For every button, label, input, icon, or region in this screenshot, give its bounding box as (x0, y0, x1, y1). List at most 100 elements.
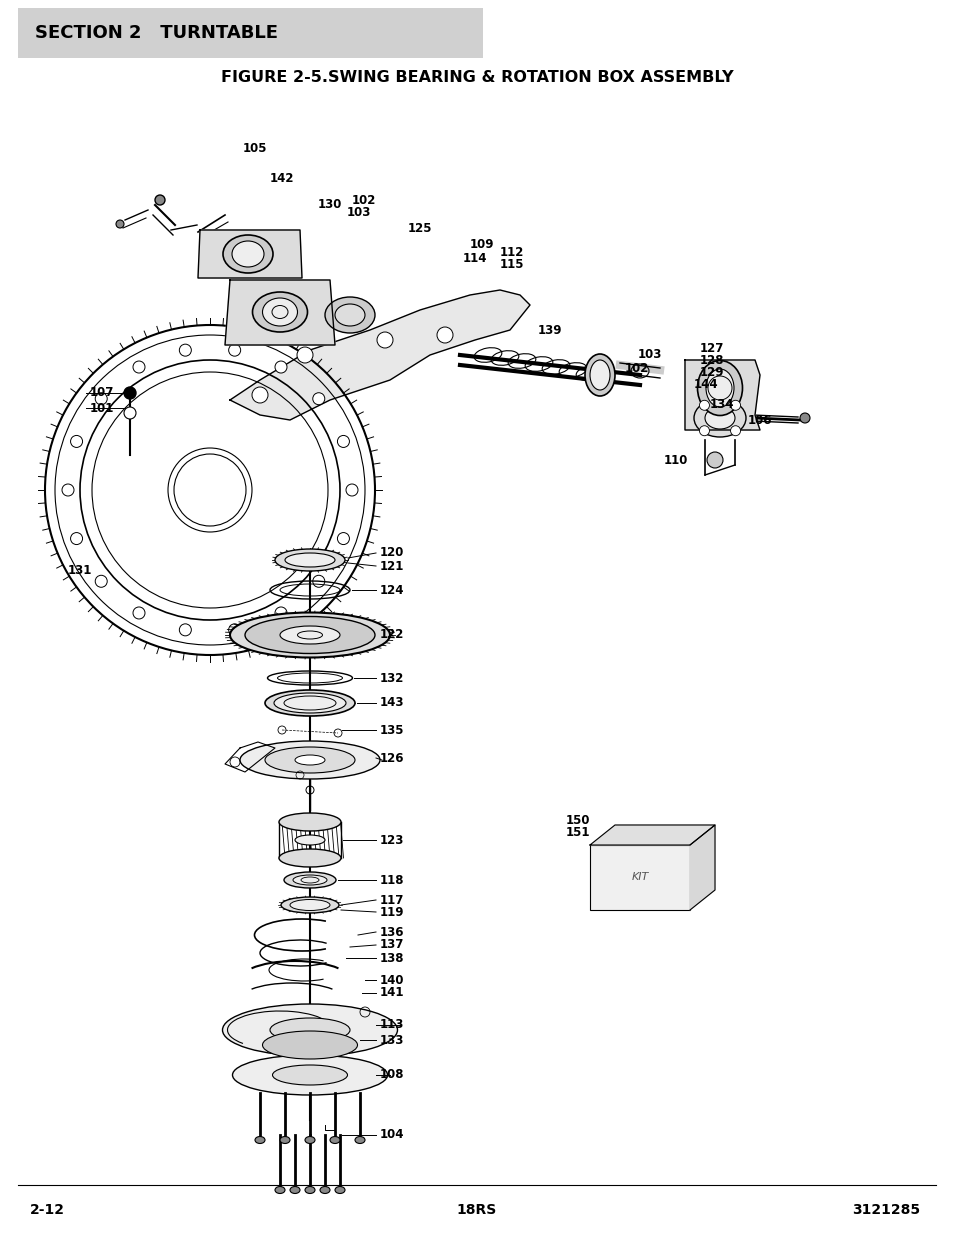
Ellipse shape (294, 755, 325, 764)
Ellipse shape (222, 1004, 397, 1056)
Circle shape (346, 484, 357, 496)
Text: 112: 112 (499, 246, 524, 258)
Circle shape (179, 345, 192, 356)
Polygon shape (198, 230, 302, 278)
Text: 131: 131 (68, 563, 92, 577)
Circle shape (252, 387, 268, 403)
Text: 106: 106 (747, 414, 772, 426)
Text: 120: 120 (379, 547, 404, 559)
Circle shape (229, 624, 240, 636)
Circle shape (376, 332, 393, 348)
Text: 113: 113 (379, 1019, 404, 1031)
Text: 133: 133 (379, 1034, 404, 1046)
Text: 142: 142 (270, 172, 294, 184)
Ellipse shape (319, 1187, 330, 1193)
Text: 123: 123 (379, 834, 404, 846)
Text: 135: 135 (379, 724, 404, 736)
Ellipse shape (280, 626, 339, 643)
Ellipse shape (305, 1136, 314, 1144)
Circle shape (313, 393, 324, 405)
Circle shape (71, 532, 83, 545)
Ellipse shape (254, 1136, 265, 1144)
Circle shape (730, 426, 740, 436)
Ellipse shape (325, 296, 375, 333)
Text: 144: 144 (693, 378, 718, 391)
Text: KIT: KIT (631, 872, 648, 883)
Circle shape (95, 393, 107, 405)
Circle shape (179, 624, 192, 636)
Ellipse shape (284, 872, 335, 888)
Ellipse shape (290, 899, 330, 910)
Text: 151: 151 (565, 826, 590, 840)
Circle shape (124, 387, 136, 399)
Text: 132: 132 (379, 672, 404, 684)
Ellipse shape (262, 298, 297, 326)
Text: 140: 140 (379, 973, 404, 987)
Ellipse shape (294, 835, 325, 845)
Ellipse shape (278, 813, 340, 831)
Ellipse shape (584, 354, 615, 396)
Circle shape (95, 576, 107, 588)
Text: 117: 117 (379, 893, 404, 906)
Text: 103: 103 (347, 205, 371, 219)
Ellipse shape (233, 1055, 387, 1095)
Ellipse shape (223, 235, 273, 273)
Circle shape (337, 436, 349, 447)
Ellipse shape (355, 1136, 365, 1144)
Ellipse shape (240, 741, 379, 779)
Ellipse shape (274, 550, 345, 571)
Ellipse shape (262, 1031, 357, 1058)
Text: 108: 108 (379, 1068, 404, 1082)
Text: 109: 109 (470, 238, 494, 252)
Ellipse shape (589, 359, 609, 390)
Circle shape (274, 606, 287, 619)
Text: FIGURE 2-5.SWING BEARING & ROTATION BOX ASSEMBLY: FIGURE 2-5.SWING BEARING & ROTATION BOX … (220, 70, 733, 85)
Ellipse shape (232, 241, 264, 267)
Circle shape (706, 452, 722, 468)
Circle shape (229, 345, 240, 356)
Circle shape (116, 220, 124, 228)
Text: 122: 122 (379, 629, 404, 641)
Text: 124: 124 (379, 583, 404, 597)
Text: 121: 121 (379, 559, 404, 573)
Circle shape (124, 408, 136, 419)
Text: 3121285: 3121285 (851, 1203, 919, 1216)
Circle shape (274, 361, 287, 373)
Polygon shape (684, 359, 760, 430)
Ellipse shape (274, 693, 346, 713)
Ellipse shape (693, 399, 745, 437)
Text: 143: 143 (379, 697, 404, 709)
Text: 102: 102 (352, 194, 376, 206)
Circle shape (436, 327, 453, 343)
Text: 128: 128 (700, 353, 723, 367)
Circle shape (132, 361, 145, 373)
Circle shape (62, 484, 74, 496)
Bar (18, 7, 482, 58)
Text: 136: 136 (379, 925, 404, 939)
Ellipse shape (273, 1065, 347, 1086)
Text: 103: 103 (638, 348, 661, 362)
Circle shape (132, 606, 145, 619)
Ellipse shape (278, 848, 340, 867)
Ellipse shape (230, 613, 390, 657)
Polygon shape (689, 825, 714, 910)
Text: 104: 104 (379, 1129, 404, 1141)
Text: 125: 125 (408, 221, 432, 235)
Circle shape (730, 400, 740, 410)
Text: SECTION 2   TURNTABLE: SECTION 2 TURNTABLE (35, 23, 277, 42)
Ellipse shape (330, 1136, 339, 1144)
Text: 138: 138 (379, 951, 404, 965)
Ellipse shape (270, 1018, 350, 1042)
Ellipse shape (280, 1136, 290, 1144)
Circle shape (337, 532, 349, 545)
Ellipse shape (305, 1187, 314, 1193)
Circle shape (71, 436, 83, 447)
Text: 102: 102 (624, 362, 649, 374)
Polygon shape (230, 290, 530, 420)
Text: 139: 139 (537, 324, 562, 336)
Ellipse shape (281, 897, 338, 913)
Ellipse shape (293, 876, 327, 885)
Ellipse shape (705, 369, 733, 408)
Polygon shape (589, 825, 714, 845)
Circle shape (313, 576, 324, 588)
